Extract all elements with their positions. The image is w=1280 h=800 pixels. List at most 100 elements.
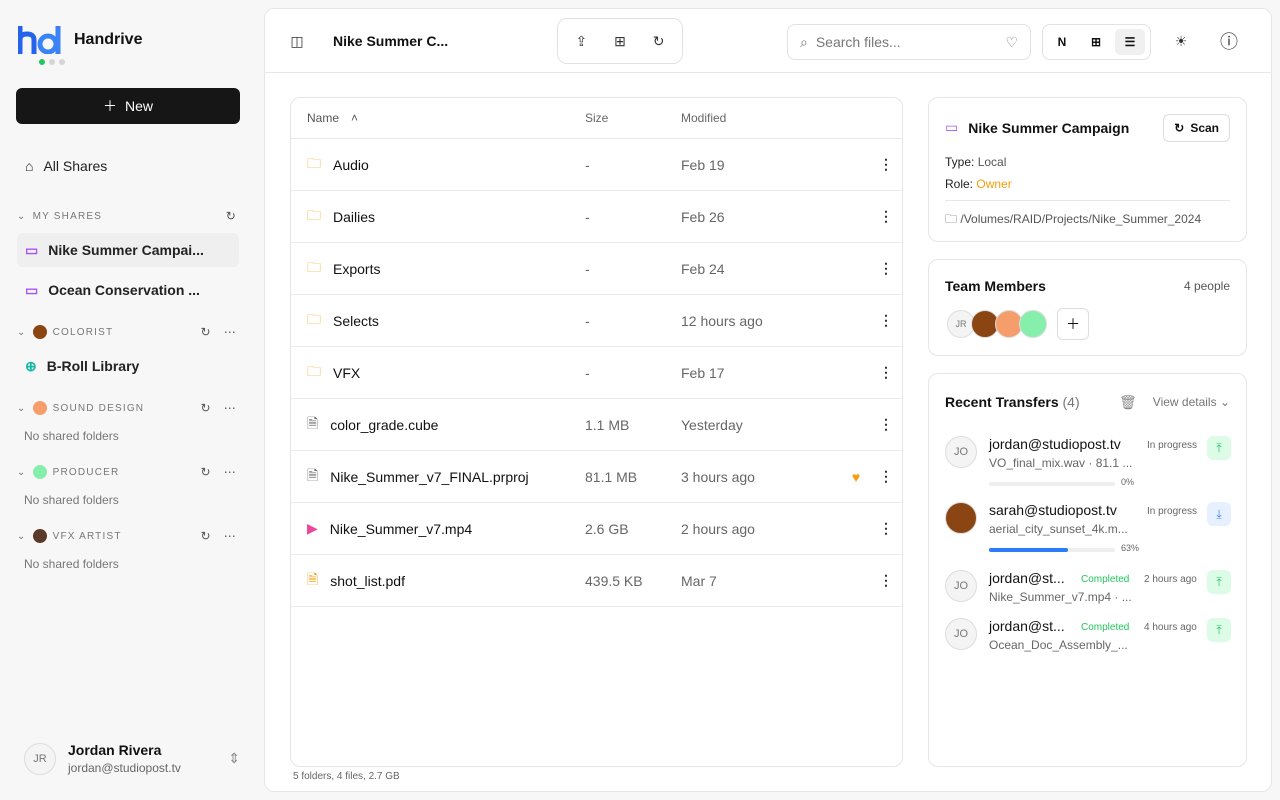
- empty-text: No shared folders: [24, 429, 119, 443]
- col-modified[interactable]: Modified: [681, 111, 727, 125]
- more-icon[interactable]: ⋯: [223, 529, 237, 543]
- table-row[interactable]: ▶ Nike_Summer_v7.mp4 2.6 GB 2 hours ago ⋮: [291, 503, 902, 555]
- member-avatar[interactable]: [1019, 310, 1047, 338]
- more-icon[interactable]: ⋮: [879, 572, 893, 588]
- avatar: [32, 401, 47, 415]
- refresh-icon[interactable]: ↻: [225, 209, 237, 223]
- col-name[interactable]: Name ˄: [291, 111, 585, 125]
- file-name: VFX: [333, 364, 361, 381]
- team-count: 4 people: [1183, 279, 1230, 293]
- table-row[interactable]: 🗀 Audio - Feb 19 ⋮: [291, 139, 902, 191]
- table-row[interactable]: 🗀 Dailies - Feb 26 ⋮: [291, 191, 902, 243]
- file-name: Audio: [333, 156, 369, 173]
- view-switcher: N ⊞ ☰: [1042, 24, 1151, 60]
- file-modified: Feb 26: [681, 208, 725, 225]
- more-icon[interactable]: ⋮: [879, 520, 893, 536]
- trash-icon[interactable]: 🗑: [1119, 394, 1137, 410]
- member-avatar[interactable]: JR: [947, 310, 975, 338]
- progress-label: 63%: [1121, 543, 1140, 553]
- refresh-icon[interactable]: ↻: [200, 465, 212, 479]
- main-panel: ◫ Nike Summer C... ⇪ ⊞ ↻ ⌕ Search files... ♡…: [264, 8, 1272, 792]
- share-info-card: ▭ Nike Summer Campaign ↻ Scan Type: Local …: [928, 97, 1247, 242]
- table-row[interactable]: 🗎 shot_list.pdf 439.5 KB Mar 7 ⋮: [291, 555, 902, 607]
- sidebar: Handrive ＋ New ⌂ All Shares ⌄ MY SHARES ↻ ▭ N…: [0, 0, 256, 800]
- section-colorist[interactable]: ⌄ COLORIST ↻ ⋯: [17, 323, 239, 341]
- view-details-button[interactable]: View details ⌄: [1152, 395, 1230, 409]
- upload-icon[interactable]: ⇪: [575, 32, 588, 49]
- sidebar-item-nike[interactable]: ▭ Nike Summer Campai...: [17, 233, 239, 267]
- heart-icon[interactable]: ♥: [851, 468, 861, 485]
- more-icon[interactable]: ⋮: [879, 468, 893, 484]
- table-row[interactable]: 🗀 Selects - 12 hours ago ⋮: [291, 295, 902, 347]
- upload-icon[interactable]: ⤒: [1207, 436, 1231, 460]
- section-sound-design[interactable]: ⌄ SOUND DESIGN ↻ ⋯: [17, 399, 239, 417]
- table-row[interactable]: 🗀 VFX - Feb 17 ⋮: [291, 347, 902, 399]
- file-modified: 3 hours ago: [681, 468, 755, 485]
- new-folder-icon[interactable]: ⊞: [614, 32, 626, 49]
- refresh-icon[interactable]: ↻: [200, 325, 212, 339]
- file-modified: 12 hours ago: [681, 312, 763, 329]
- scan-button[interactable]: ↻ Scan: [1163, 114, 1230, 142]
- col-size[interactable]: Size: [585, 111, 609, 125]
- section-producer[interactable]: ⌄ PRODUCER ↻ ⋯: [17, 463, 239, 481]
- table-row[interactable]: 🗎 color_grade.cube 1.1 MB Yesterday ⋮: [291, 399, 902, 451]
- chevron-down-icon: ⌄: [17, 466, 27, 478]
- new-button[interactable]: ＋ New: [16, 88, 240, 124]
- more-icon[interactable]: ⋯: [223, 401, 237, 415]
- table-row[interactable]: 🗀 Exports - Feb 24 ⋮: [291, 243, 902, 295]
- more-icon[interactable]: ⋯: [223, 325, 237, 339]
- sidebar-item-ocean[interactable]: ▭ Ocean Conservation ...: [17, 273, 239, 307]
- help-icon[interactable]: ⓘ: [1220, 32, 1238, 52]
- more-icon[interactable]: ⋮: [879, 312, 893, 328]
- more-icon[interactable]: ⋮: [879, 156, 893, 172]
- refresh-icon[interactable]: ↻: [200, 529, 212, 543]
- team-title: Team Members: [945, 278, 1046, 294]
- file-name: color_grade.cube: [330, 416, 439, 433]
- transfer-file: Ocean_Doc_Assembly_...: [989, 638, 1128, 652]
- list-view-icon[interactable]: ☰: [1115, 29, 1145, 55]
- transfer-item[interactable]: JO jordan@st... Nike_Summer_v7.mp4 · ...…: [945, 570, 1231, 614]
- more-icon[interactable]: ⋮: [879, 416, 893, 432]
- transfer-status: Completed: [1081, 574, 1130, 585]
- file-icon: 🗎: [307, 414, 319, 431]
- member-avatar[interactable]: [971, 310, 999, 338]
- more-icon[interactable]: ⋮: [879, 208, 893, 224]
- more-icon[interactable]: ⋯: [223, 465, 237, 479]
- file-size: -: [585, 156, 590, 173]
- file-size: -: [585, 312, 590, 329]
- download-icon[interactable]: ⤓: [1207, 502, 1231, 526]
- drive-icon: ▭: [945, 119, 959, 135]
- grid-view-icon[interactable]: ⊞: [1090, 35, 1102, 49]
- globe-icon: ⊕: [25, 357, 37, 374]
- sidebar-toggle-icon[interactable]: ◫: [290, 32, 304, 49]
- transfer-item[interactable]: JO jordan@studiopost.tv VO_final_mix.wav…: [945, 436, 1231, 487]
- section-vfx-artist[interactable]: ⌄ VFX ARTIST ↻ ⋯: [17, 527, 239, 545]
- transfer-status: In progress: [1147, 440, 1198, 451]
- table-row[interactable]: 🗎 Nike_Summer_v7_FINAL.prproj 81.1 MB 3 hou…: [291, 451, 902, 503]
- transfer-user: jordan@studiopost.tv: [989, 436, 1121, 452]
- more-icon[interactable]: ⋮: [879, 260, 893, 276]
- section-my-shares[interactable]: ⌄ MY SHARES ↻: [17, 207, 239, 225]
- type-label: Type:: [945, 155, 975, 169]
- add-member-button[interactable]: ＋: [1057, 308, 1089, 340]
- transfer-item[interactable]: JO jordan@st... Ocean_Doc_Assembly_... C…: [945, 618, 1231, 662]
- new-label: New: [124, 98, 153, 114]
- sort-n-button[interactable]: N: [1057, 35, 1067, 49]
- user-menu[interactable]: JR Jordan Rivera jordan@studiopost.tv ⇕: [24, 742, 240, 775]
- upload-icon[interactable]: ⤒: [1207, 618, 1231, 642]
- status-dots: [39, 59, 65, 65]
- heart-icon[interactable]: ♡: [1005, 33, 1018, 50]
- share-title: Nike Summer Campaign: [968, 119, 1130, 136]
- sidebar-item-all-shares[interactable]: ⌂ All Shares: [17, 149, 239, 183]
- plus-icon: ＋: [102, 98, 117, 114]
- upload-icon[interactable]: ⤒: [1207, 570, 1231, 594]
- transfer-item[interactable]: sarah@studiopost.tv aerial_city_sunset_4…: [945, 502, 1231, 553]
- refresh-icon[interactable]: ↻: [652, 32, 665, 49]
- sidebar-item-broll[interactable]: ⊕ B-Roll Library: [17, 349, 239, 383]
- theme-toggle-icon[interactable]: ☀: [1174, 32, 1188, 49]
- avatar: JR: [24, 742, 56, 775]
- search-input[interactable]: ⌕ Search files... ♡: [787, 24, 1031, 60]
- label: B-Roll Library: [46, 358, 140, 374]
- more-icon[interactable]: ⋮: [879, 364, 893, 380]
- refresh-icon[interactable]: ↻: [200, 401, 212, 415]
